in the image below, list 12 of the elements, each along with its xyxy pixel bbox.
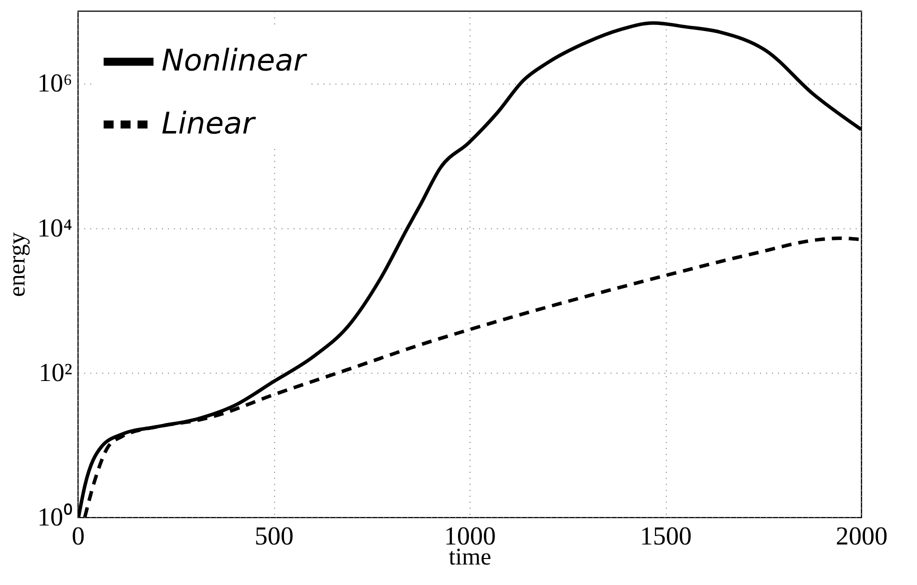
- x-tick-label: 1500: [640, 522, 692, 551]
- x-tick-label: 500: [254, 522, 294, 551]
- x-axis-title: time: [448, 544, 492, 571]
- y-tick-label: 10²: [38, 358, 72, 388]
- y-tick-label: 10⁶: [37, 68, 72, 98]
- y-axis-title: energy: [4, 232, 30, 297]
- x-tick-label: 0: [72, 522, 85, 551]
- y-tick-label: 10⁴: [37, 213, 72, 242]
- legend-label: Linear: [161, 106, 256, 142]
- y-tick-label: 10⁰: [37, 502, 72, 532]
- x-tick-label: 2000: [836, 522, 888, 551]
- legend-label: Nonlinear: [161, 44, 308, 79]
